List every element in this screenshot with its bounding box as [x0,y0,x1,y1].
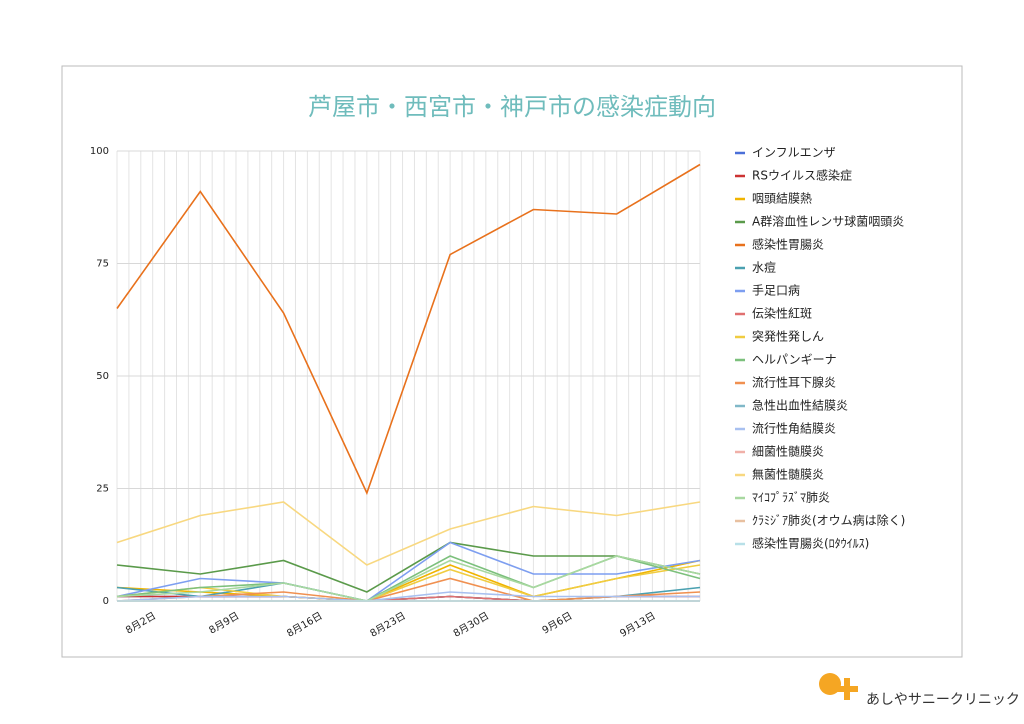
legend-label: 流行性耳下腺炎 [752,376,836,390]
series-line [116,564,701,602]
legend-label: ﾏｲｺﾌﾟﾗｽﾞﾏ肺炎 [752,491,830,505]
legend-label: ｸﾗﾐｼﾞｱ肺炎(オウム病は除く) [752,513,905,528]
series-line [116,555,701,602]
legend-label: ヘルパンギーナ [752,353,837,367]
legend-label: 急性出血性結膜炎 [752,398,848,413]
legend-label: A群溶血性レンサ球菌咽頭炎 [752,214,904,229]
y-tick-label: 50 [96,371,109,382]
logo-sun [819,673,841,695]
legend-label: 感染性胃腸炎 [752,237,824,252]
y-tick-label: 75 [96,259,109,270]
legend-label: 伝染性紅斑 [752,306,812,321]
logo: あしやサニークリニック [819,673,1020,708]
legend-label: インフルエンザ [752,146,836,160]
legend-label: 細菌性髄膜炎 [752,444,824,459]
series-line [116,541,701,593]
y-tick-label: 25 [96,484,109,495]
legend-label: 突発性発しん [752,329,824,344]
chart-title: 芦屋市・西宮市・神戸市の感染症動向 [308,93,716,121]
series-line [116,501,701,566]
legend-label: 水痘 [752,260,776,275]
logo-text: あしやサニークリニック [866,692,1020,708]
legend-label: 流行性角結膜炎 [752,422,836,436]
series-line [116,541,701,602]
legend-label: RSウイルス感染症 [752,168,852,183]
series-line [116,163,701,496]
legend-label: 感染性胃腸炎(ﾛﾀｳｲﾙｽ) [752,536,869,551]
series-line [116,591,700,602]
y-tick-label: 100 [90,146,109,157]
logo-cross [844,678,850,700]
y-tick-label: 0 [103,596,109,607]
legend-label: 手足口病 [752,283,800,298]
legend-label: 咽頭結膜熱 [752,192,812,206]
legend-label: 無菌性髄膜炎 [752,467,824,482]
